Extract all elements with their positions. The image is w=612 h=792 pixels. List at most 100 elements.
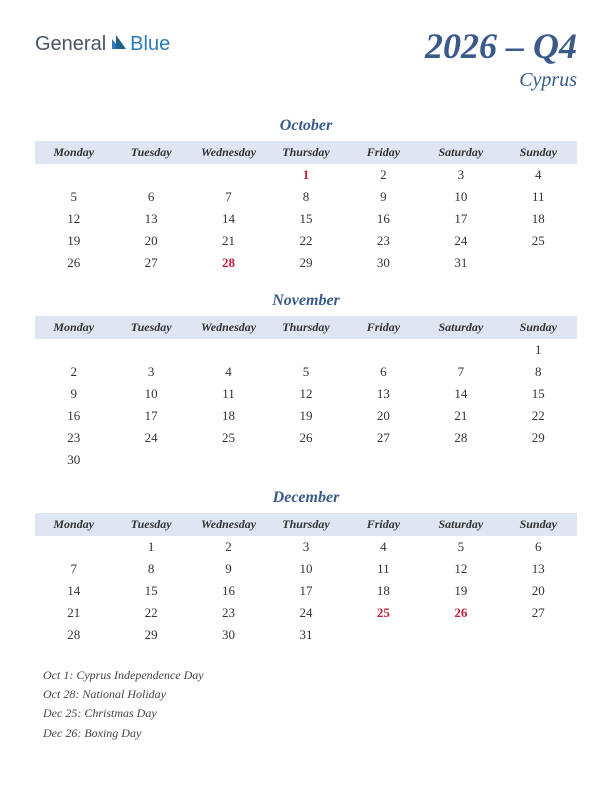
calendar-cell: 11 [345,558,422,580]
calendar-cell: 18 [500,208,577,230]
calendar-cell: 8 [267,186,344,208]
calendar-cell: 18 [190,405,267,427]
calendar-cell: 31 [422,252,499,274]
calendar-cell: 6 [345,361,422,383]
calendar-cell: 25 [500,230,577,252]
calendar-cell [500,449,577,471]
calendar-cell: 26 [422,602,499,624]
calendar-cell: 5 [422,536,499,558]
calendar-cell [112,164,189,186]
calendar-cell: 21 [35,602,112,624]
calendar-cell: 21 [190,230,267,252]
calendar-cell: 23 [35,427,112,449]
day-header: Wednesday [190,141,267,164]
logo-icon [110,33,128,56]
calendar-cell: 12 [35,208,112,230]
calendar-cell [267,339,344,361]
calendar-cell: 11 [190,383,267,405]
calendar-cell: 8 [112,558,189,580]
calendar-cell [112,449,189,471]
calendar-cell: 13 [500,558,577,580]
calendar-cell: 28 [35,624,112,646]
calendar-cell: 17 [267,580,344,602]
calendar-cell: 9 [345,186,422,208]
calendar-cell: 18 [345,580,422,602]
title-block: 2026 – Q4 Cyprus [425,25,577,92]
calendar-cell: 14 [190,208,267,230]
calendar-cell: 8 [500,361,577,383]
calendar-cell: 3 [267,536,344,558]
calendar-cell: 14 [422,383,499,405]
calendar-cell: 10 [112,383,189,405]
country-title: Cyprus [425,69,577,92]
calendar-cell: 1 [112,536,189,558]
calendar-cell [422,339,499,361]
calendar-cell: 2 [190,536,267,558]
day-header: Monday [35,141,112,164]
calendar-cell: 24 [267,602,344,624]
day-header: Saturday [422,316,499,339]
calendar-cell: 16 [35,405,112,427]
calendar-cell [190,164,267,186]
logo-text-blue: Blue [130,33,170,56]
calendar-cell: 27 [112,252,189,274]
calendar-cell: 7 [422,361,499,383]
calendar-cell: 10 [267,558,344,580]
month-name: October [35,117,577,135]
day-header: Tuesday [112,141,189,164]
calendar-cell: 7 [35,558,112,580]
calendar-cell: 4 [190,361,267,383]
day-header: Thursday [267,513,344,536]
calendar-cell [190,449,267,471]
calendar-cell: 25 [345,602,422,624]
calendar-table: MondayTuesdayWednesdayThursdayFridaySatu… [35,316,577,471]
calendar-cell: 5 [267,361,344,383]
calendar-cell: 6 [112,186,189,208]
calendar-cell: 24 [112,427,189,449]
calendar-cell: 9 [35,383,112,405]
calendar-cell: 16 [345,208,422,230]
calendar-cell [35,164,112,186]
calendar-cell: 23 [345,230,422,252]
calendar-cell [190,339,267,361]
month-name: November [35,292,577,310]
month-name: December [35,489,577,507]
calendar-cell: 11 [500,186,577,208]
calendar-table: MondayTuesdayWednesdayThursdayFridaySatu… [35,141,577,274]
calendar-cell: 12 [267,383,344,405]
calendar-cell: 29 [267,252,344,274]
calendar-cell: 20 [345,405,422,427]
day-header: Sunday [500,141,577,164]
calendar-cell [500,624,577,646]
calendar-cell: 15 [500,383,577,405]
calendar-cell: 12 [422,558,499,580]
calendar-cell: 4 [345,536,422,558]
day-header: Saturday [422,513,499,536]
day-header: Monday [35,513,112,536]
calendar-cell: 23 [190,602,267,624]
calendar-cell [112,339,189,361]
calendar-cell: 30 [190,624,267,646]
day-header: Tuesday [112,513,189,536]
day-header: Thursday [267,316,344,339]
calendar-cell: 13 [345,383,422,405]
day-header: Tuesday [112,316,189,339]
logo: General Blue [35,33,170,56]
day-header: Sunday [500,316,577,339]
calendar-cell: 17 [422,208,499,230]
calendar-cell: 20 [500,580,577,602]
calendar-cell [345,449,422,471]
calendar-cell: 27 [500,602,577,624]
calendar-cell: 16 [190,580,267,602]
calendar-cell: 10 [422,186,499,208]
calendar-cell: 30 [345,252,422,274]
day-header: Friday [345,316,422,339]
calendar-cell: 22 [112,602,189,624]
calendar-cell: 22 [500,405,577,427]
calendar-cell: 13 [112,208,189,230]
calendar-cell: 30 [35,449,112,471]
header: General Blue 2026 – Q4 Cyprus [35,25,577,92]
calendar-cell: 14 [35,580,112,602]
calendar-cell: 9 [190,558,267,580]
calendar-cell: 20 [112,230,189,252]
